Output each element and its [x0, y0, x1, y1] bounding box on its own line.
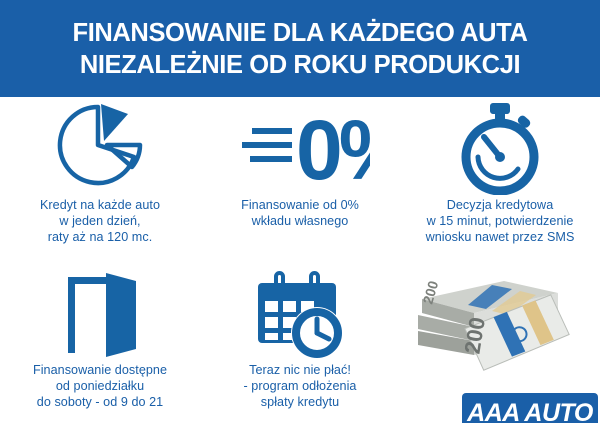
zero-percent-icon: 0%	[200, 97, 400, 197]
svg-text:200: 200	[420, 279, 442, 306]
aaa-auto-logo[interactable]: AAA AUTO	[462, 393, 598, 423]
money-logo-cell: 200 200 AAA AUTO	[400, 267, 600, 423]
caption-line: wniosku nawet przez SMS	[425, 230, 575, 244]
poster-header: FINANSOWANIE DLA KAŻDEGO AUTA NIEZALEŻNI…	[0, 0, 600, 97]
svg-text:0%: 0%	[296, 103, 370, 191]
header-line-1: FINANSOWANIE DLA KAŻDEGO AUTA	[72, 18, 528, 47]
caption-line: Teraz nic nie płać!	[249, 363, 351, 377]
feature-caption-decision: Decyzja kredytowa w 15 minut, potwierdze…	[405, 197, 595, 245]
open-door-icon	[0, 267, 200, 362]
feature-cell-credit: Kredyt na każde auto w jeden dzień, raty…	[0, 97, 200, 267]
caption-line: Decyzja kredytowa	[446, 198, 554, 212]
caption-line: w jeden dzień,	[59, 214, 141, 228]
caption-line: Kredyt na każde auto	[39, 198, 161, 212]
caption-line: - program odłożenia	[243, 379, 357, 393]
caption-line: od poniedziałku	[55, 379, 145, 393]
svg-text:200: 200	[459, 315, 489, 355]
stopwatch-icon	[400, 97, 600, 197]
caption-line: wkładu własnego	[251, 214, 349, 228]
banknote-stacks-image: 200 200	[408, 271, 598, 383]
feature-caption-zero-percent: Finansowanie od 0% wkładu własnego	[205, 197, 395, 229]
caption-line: do soboty - od 9 do 21	[36, 395, 164, 409]
feature-grid: Kredyt na każde auto w jeden dzień, raty…	[0, 97, 600, 423]
calendar-clock-icon	[200, 267, 400, 362]
caption-line: spłaty kredytu	[260, 395, 340, 409]
pie-chart-icon	[0, 97, 200, 197]
caption-line: Finansowanie od 0%	[241, 198, 359, 212]
feature-caption-hours: Finansowanie dostępne od poniedziałku do…	[5, 362, 195, 410]
feature-cell-decision: Decyzja kredytowa w 15 minut, potwierdze…	[400, 97, 600, 267]
feature-caption-deferral: Teraz nic nie płać! - program odłożenia …	[205, 362, 395, 410]
feature-cell-zero-percent: 0% Finansowanie od 0% wkładu własnego	[200, 97, 400, 267]
aaa-auto-logo-text: AAA AUTO	[467, 399, 593, 423]
caption-line: Finansowanie dostępne	[32, 363, 168, 377]
feature-cell-hours: Finansowanie dostępne od poniedziałku do…	[0, 267, 200, 423]
header-line-2: NIEZALEŻNIE OD ROKU PRODUKCJI	[79, 50, 521, 79]
feature-caption-credit: Kredyt na każde auto w jeden dzień, raty…	[5, 197, 195, 245]
caption-line: raty aż na 120 mc.	[47, 230, 153, 244]
feature-cell-deferral: Teraz nic nie płać! - program odłożenia …	[200, 267, 400, 423]
caption-line: w 15 minut, potwierdzenie	[426, 214, 574, 228]
